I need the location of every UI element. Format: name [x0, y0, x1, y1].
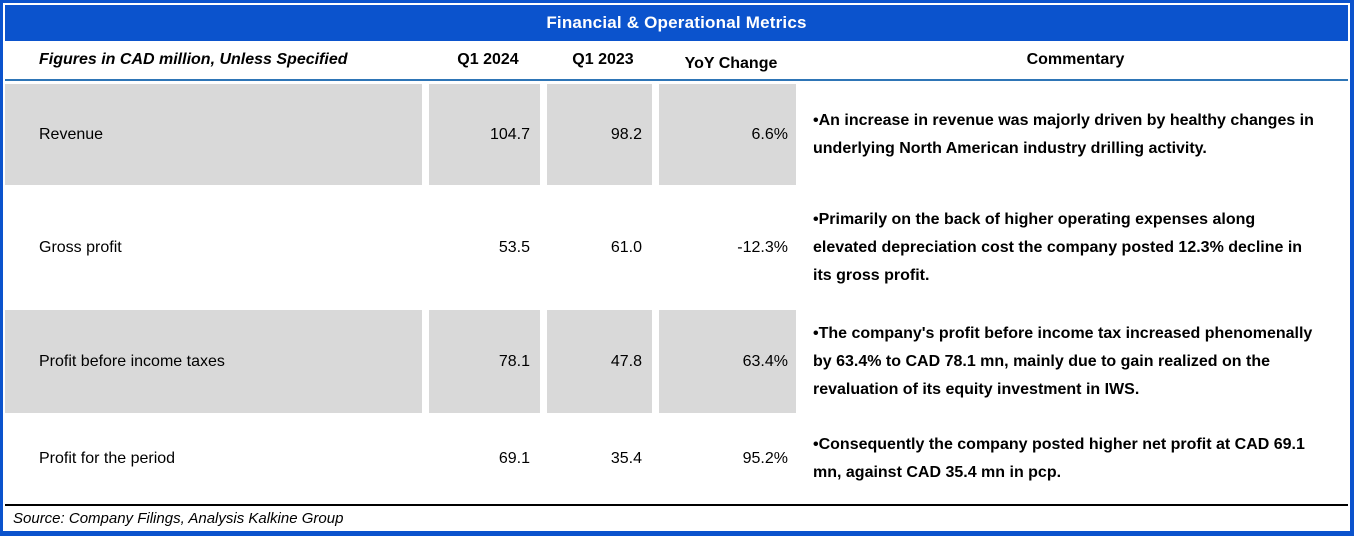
value-q1-2023: 98.2: [547, 84, 652, 185]
table-title: Financial & Operational Metrics: [546, 13, 807, 32]
value-q1-2023: 47.8: [547, 310, 652, 413]
value-yoy-change: -12.3%: [737, 238, 788, 256]
value-yoy-change: 6.6%: [659, 84, 796, 185]
commentary-text: •An increase in revenue was majorly driv…: [813, 111, 1314, 157]
value-q1-2023: 61.0: [610, 238, 642, 256]
table-header-row: Figures in CAD million, Unless Specified…: [5, 41, 1348, 79]
source-footer: Source: Company Filings, Analysis Kalkin…: [5, 506, 1348, 530]
table-body: Revenue 104.7 98.2 6.6% •An increase in …: [5, 81, 1348, 502]
table-row-revenue: Revenue 104.7 98.2 6.6% •An increase in …: [5, 84, 1348, 185]
footer-divider-line: [5, 504, 1348, 506]
header-col-q1-2023: Q1 2023: [572, 51, 634, 68]
header-divider-line: [5, 79, 1348, 81]
commentary-text: •The company's profit before income tax …: [813, 324, 1313, 398]
value-q1-2024: 53.5: [498, 238, 530, 256]
commentary-text: •Consequently the company posted higher …: [813, 436, 1305, 481]
header-col-yoy-change: YoY Change: [684, 55, 778, 72]
value-q1-2024: 78.1: [429, 310, 540, 413]
value-yoy-change: 63.4%: [659, 310, 796, 413]
table-row-gross-profit: Gross profit 53.5 61.0 -12.3% •Primarily…: [5, 188, 1348, 307]
header-col-commentary: Commentary: [1026, 51, 1125, 68]
commentary-text: •Primarily on the back of higher operati…: [813, 210, 1303, 284]
table-row-profit-for-period: Profit for the period 69.1 35.4 95.2% •C…: [5, 416, 1348, 502]
value-q1-2024: 69.1: [498, 450, 530, 467]
metric-label: Revenue: [5, 84, 422, 185]
header-figures-label: Figures in CAD million, Unless Specified: [39, 51, 348, 68]
value-yoy-change: 95.2%: [742, 450, 788, 467]
metric-label: Profit before income taxes: [5, 310, 422, 413]
header-col-q1-2024: Q1 2024: [457, 51, 519, 68]
value-q1-2024: 104.7: [429, 84, 540, 185]
table-row-profit-before-taxes: Profit before income taxes 78.1 47.8 63.…: [5, 310, 1348, 413]
table-title-bar: Financial & Operational Metrics: [5, 5, 1348, 41]
metric-label: Gross profit: [39, 238, 122, 256]
source-text: Source: Company Filings, Analysis Kalkin…: [13, 509, 344, 527]
value-q1-2023: 35.4: [610, 450, 642, 467]
metric-label: Profit for the period: [39, 450, 176, 467]
